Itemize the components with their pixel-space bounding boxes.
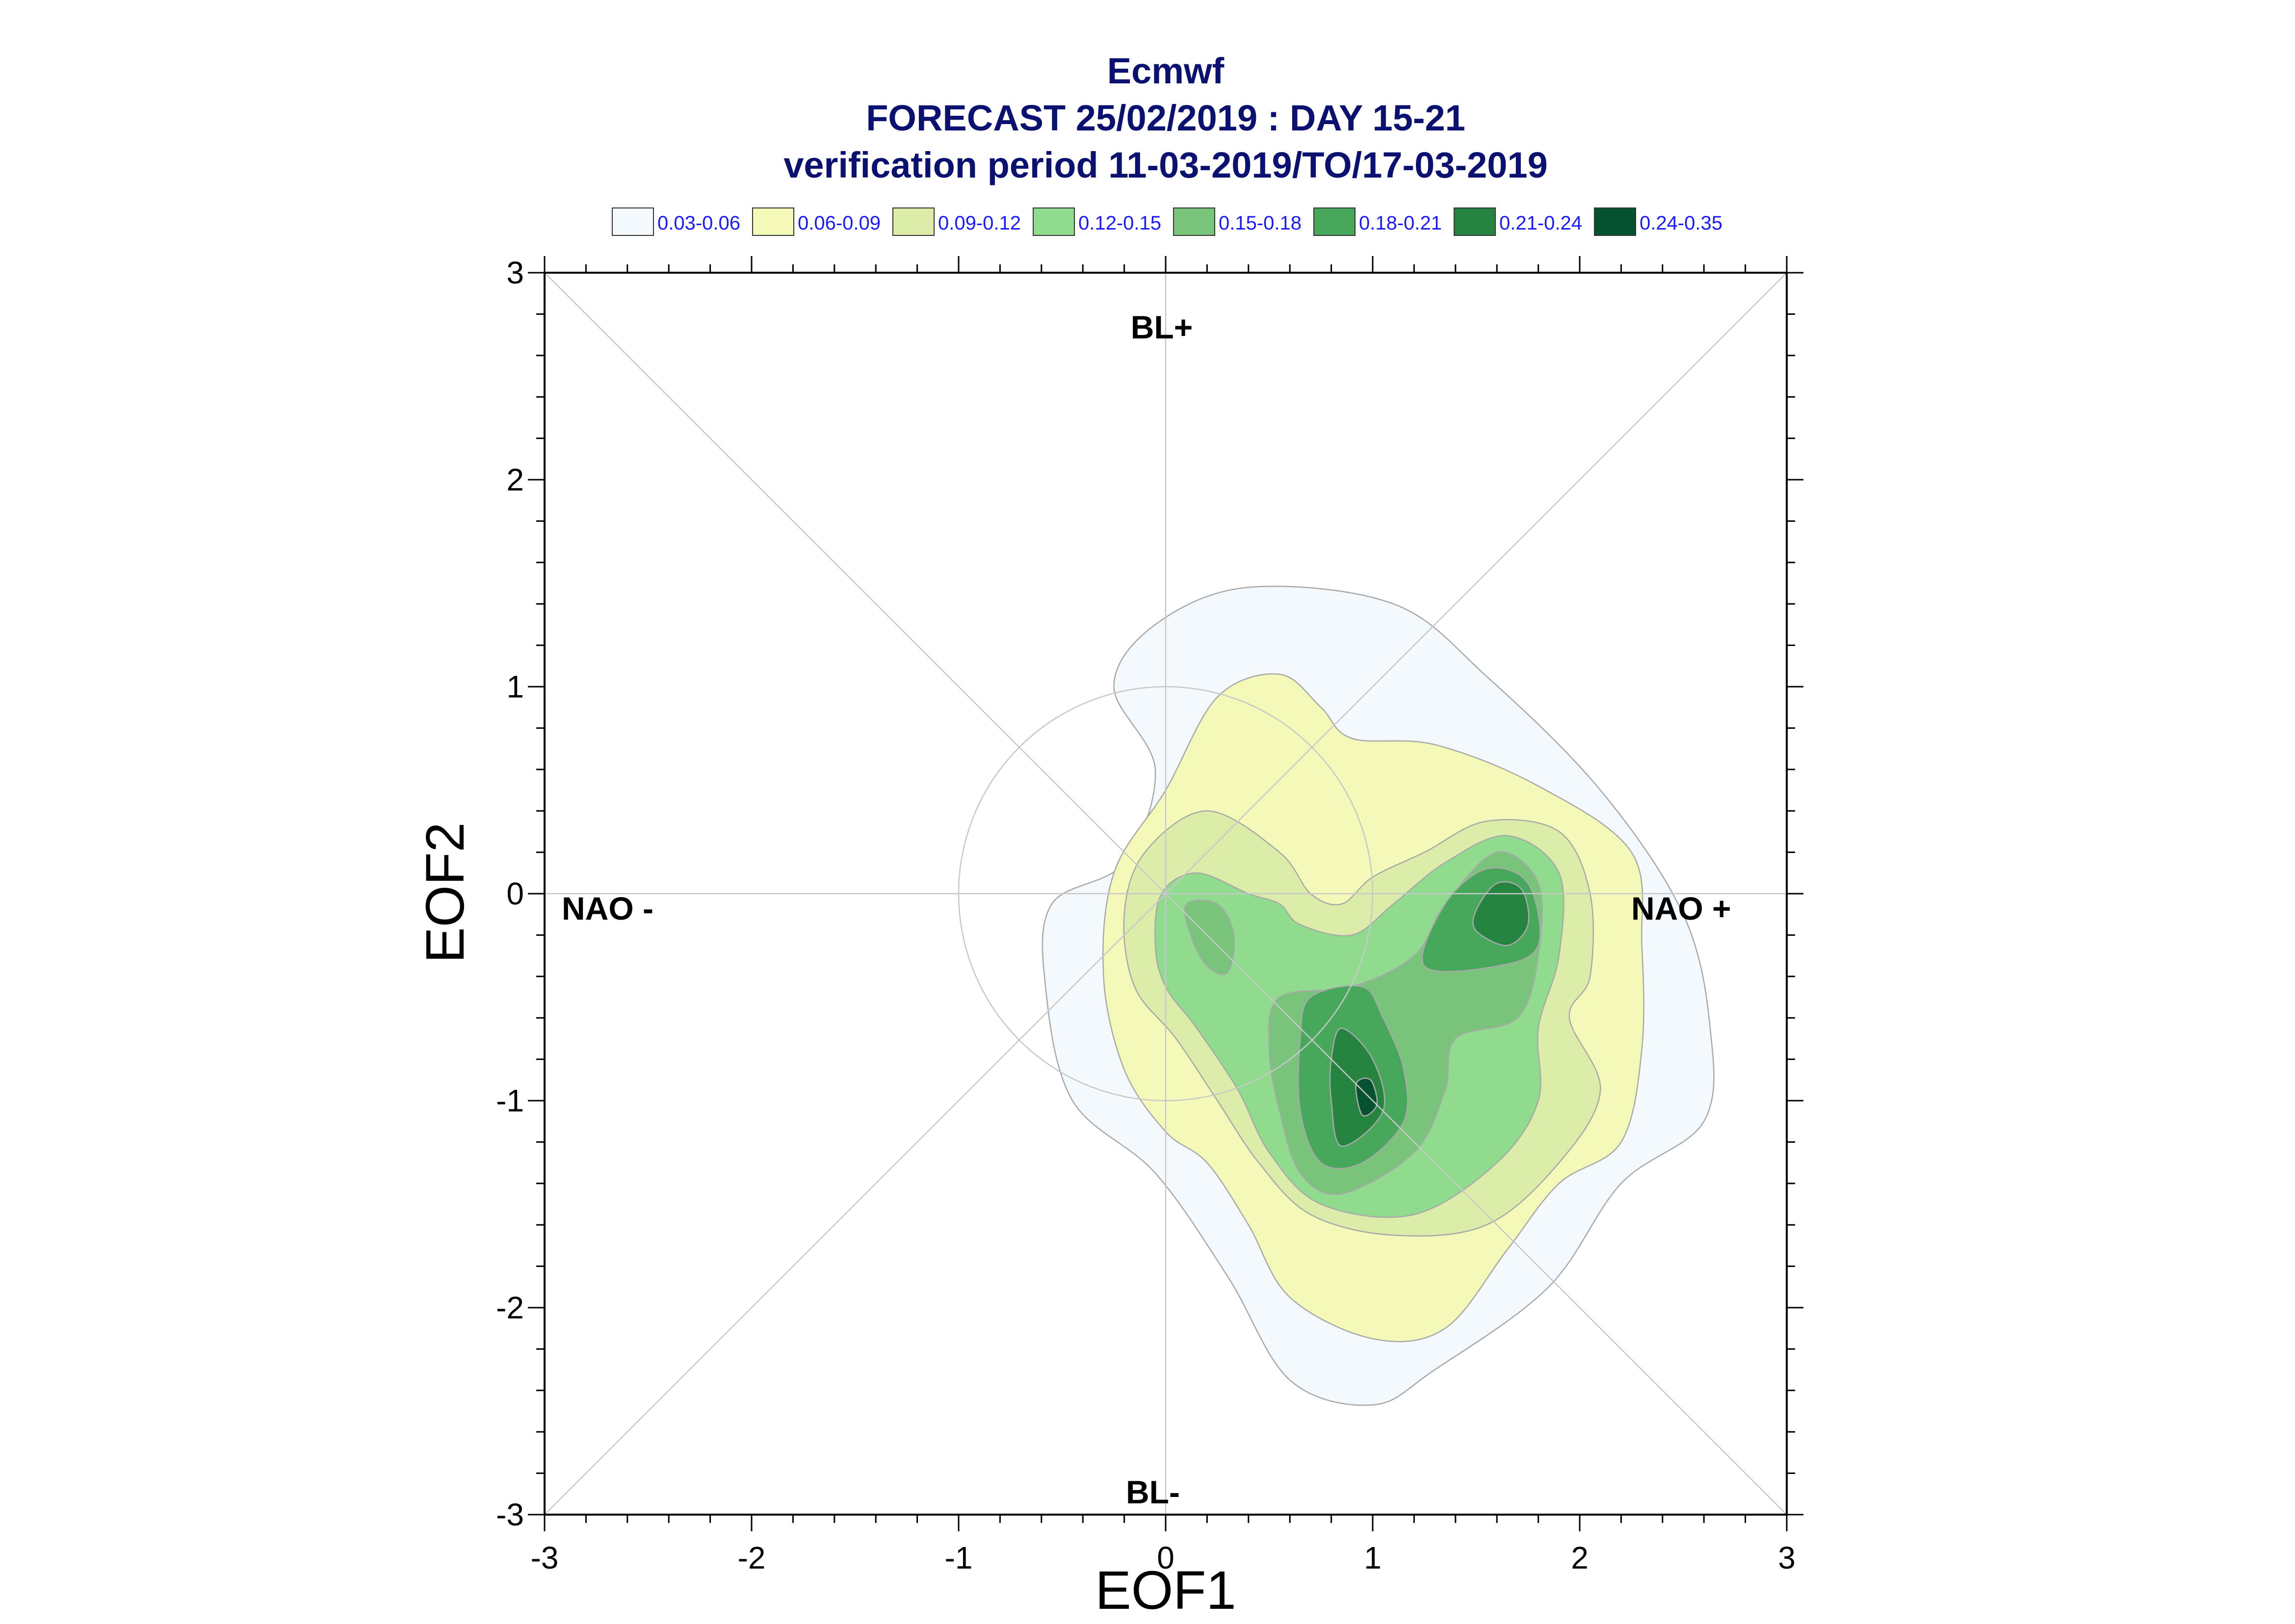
y-tick-label: 0 <box>506 876 524 911</box>
y-tick-label: 2 <box>506 462 524 497</box>
legend-label: 0.09-0.12 <box>938 212 1021 234</box>
legend-swatch <box>1033 207 1075 236</box>
legend-label: 0.06-0.09 <box>798 212 881 234</box>
legend-swatch <box>752 207 794 236</box>
regime-label-nao-minus: NAO - <box>562 890 653 927</box>
legend-swatch <box>1594 207 1636 236</box>
legend: 0.03-0.06 0.06-0.09 0.09-0.12 0.12-0.15 0.15… <box>612 207 1722 236</box>
legend-label: 0.18-0.21 <box>1359 212 1442 234</box>
contour-021-024-9 <box>1472 881 1530 946</box>
x-tick-label: -2 <box>738 1540 766 1575</box>
chart-title: Ecmwf <box>1107 51 1225 91</box>
legend-swatch <box>892 207 935 236</box>
legend-swatch <box>1173 207 1215 236</box>
legend-swatch <box>1313 207 1356 236</box>
legend-label: 0.12-0.15 <box>1078 212 1161 234</box>
legend-label: 0.24-0.35 <box>1640 212 1722 234</box>
x-tick-label: 0 <box>1157 1540 1174 1575</box>
density-contours <box>1042 586 1715 1406</box>
regime-label-nao-plus: NAO + <box>1631 890 1731 927</box>
x-tick-label: 3 <box>1778 1540 1796 1575</box>
legend-label: 0.21-0.24 <box>1499 212 1582 234</box>
y-tick-label: 1 <box>506 669 524 704</box>
y-tick-label: -3 <box>496 1497 524 1532</box>
regime-label-bl-plus: BL+ <box>1131 309 1193 345</box>
x-tick-label: -1 <box>945 1540 973 1575</box>
legend-label: 0.15-0.18 <box>1219 212 1302 234</box>
x-tick-label: -3 <box>531 1540 559 1575</box>
y-tick-label: 3 <box>506 255 524 290</box>
chart-subtitle-forecast: FORECAST 25/02/2019 : DAY 15-21 <box>866 98 1465 138</box>
x-tick-label: 1 <box>1364 1540 1382 1575</box>
chart-subtitle-verification: verification period 11-03-2019/TO/17-03-… <box>783 145 1548 185</box>
unit-circle <box>958 686 1374 1102</box>
legend-swatch <box>612 207 654 236</box>
x-axis-label: EOF1 <box>1095 1560 1236 1621</box>
y-tick-label: -1 <box>496 1083 524 1118</box>
reference-lines <box>544 272 1787 1515</box>
axis-ticks: -3 -2 -1 0 1 2 3 -3 -2 -1 0 1 2 3 <box>496 255 1803 1575</box>
y-axis-label: EOF2 <box>415 822 475 963</box>
y-tick-label: -2 <box>496 1290 524 1325</box>
legend-label: 0.03-0.06 <box>657 212 740 234</box>
legend-swatch <box>1454 207 1496 236</box>
regime-label-bl-minus: BL- <box>1126 1474 1180 1510</box>
x-tick-label: 2 <box>1571 1540 1589 1575</box>
